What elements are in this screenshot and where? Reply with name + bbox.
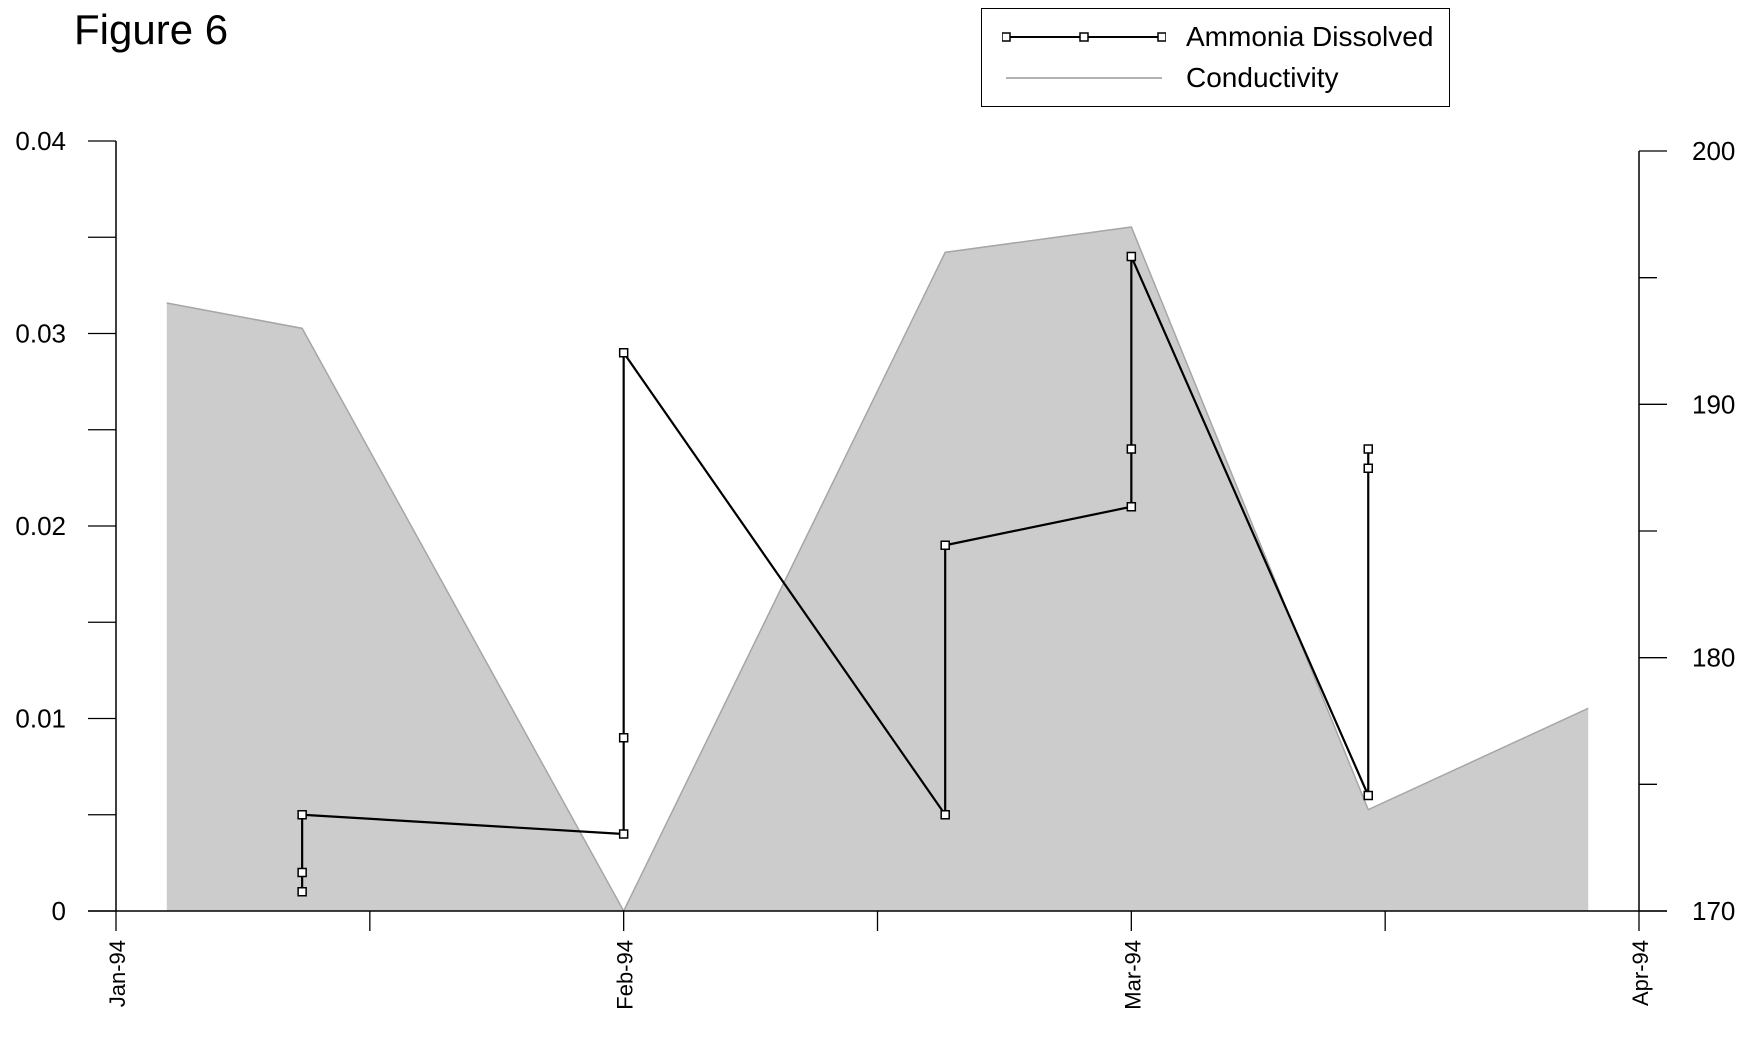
legend: Ammonia Dissolved Conductivity bbox=[981, 8, 1450, 107]
legend-label-ammonia: Ammonia Dissolved bbox=[1186, 21, 1434, 52]
x-tick-label: Jan-94 bbox=[105, 940, 130, 1007]
x-tick-label: Mar-94 bbox=[1120, 940, 1145, 1010]
ammonia-line-layer bbox=[301, 255, 1370, 892]
ammonia-point bbox=[297, 867, 307, 878]
y-right-tick-label: 200 bbox=[1692, 136, 1735, 166]
x-tick-label: Apr-94 bbox=[1628, 940, 1653, 1006]
ammonia-point bbox=[940, 540, 950, 550]
ammonia-marker-layer bbox=[297, 251, 1373, 897]
legend-swatch-area-icon bbox=[1006, 77, 1162, 79]
ammonia-point bbox=[940, 810, 950, 820]
y-left-tick-label: 0.01 bbox=[15, 704, 66, 734]
conductivity-outline bbox=[166, 226, 1589, 913]
ammonia-point bbox=[1126, 251, 1137, 262]
ammonia-point bbox=[618, 348, 629, 358]
y-right-tick-label: 190 bbox=[1692, 389, 1735, 419]
legend-swatch-line-icon bbox=[1002, 32, 1166, 42]
ammonia-point bbox=[1363, 444, 1373, 454]
conductivity-area-layer bbox=[166, 226, 1589, 913]
y-left-tick-label: 0.03 bbox=[15, 319, 66, 349]
legend-item-ammonia: Ammonia Dissolved bbox=[1002, 18, 1433, 56]
y-right-tick-label: 170 bbox=[1692, 896, 1735, 926]
ammonia-point bbox=[1126, 502, 1137, 512]
axes-layer: 0 0.01 0.02 0.03 0.04 170 180 190 200 Jan-94 Feb-9… bbox=[15, 126, 1735, 1010]
ammonia-point bbox=[1363, 790, 1373, 801]
ammonia-line bbox=[301, 255, 1370, 892]
legend-label-conductivity: Conductivity bbox=[1186, 62, 1339, 93]
y-left-tick-label: 0.02 bbox=[15, 511, 66, 541]
y-left-tick-label: 0 bbox=[52, 896, 66, 926]
ammonia-point bbox=[618, 829, 629, 839]
y-right-tick-label: 180 bbox=[1692, 643, 1735, 673]
conductivity-area bbox=[166, 227, 1589, 911]
figure-title: Figure 6 bbox=[74, 6, 229, 53]
y-left-tick-label: 0.04 bbox=[15, 126, 66, 156]
ammonia-point bbox=[297, 810, 307, 820]
ammonia-point bbox=[1363, 463, 1373, 473]
ammonia-point bbox=[1126, 444, 1137, 454]
legend-item-conductivity: Conductivity bbox=[1002, 59, 1339, 97]
ammonia-point bbox=[618, 733, 629, 743]
x-tick-label: Feb-94 bbox=[613, 940, 638, 1010]
ammonia-point bbox=[297, 887, 307, 897]
